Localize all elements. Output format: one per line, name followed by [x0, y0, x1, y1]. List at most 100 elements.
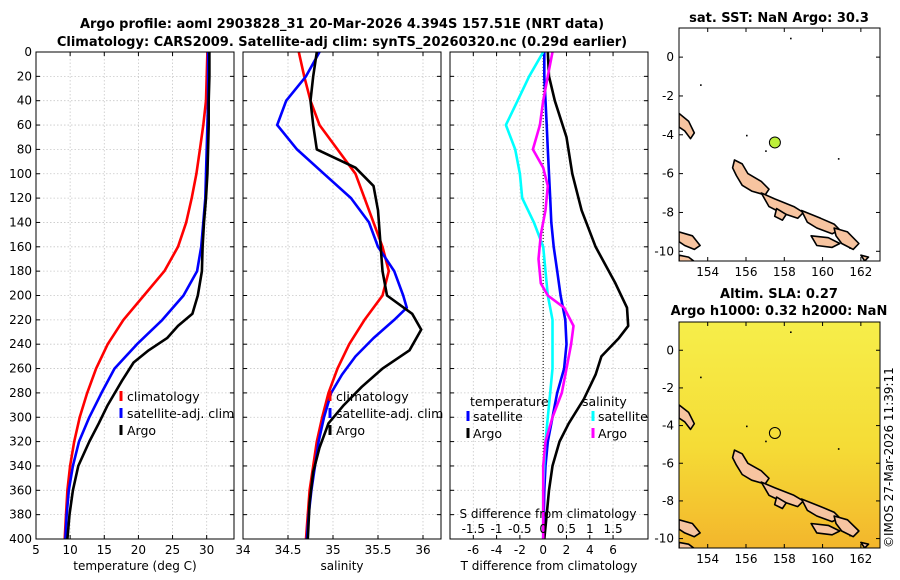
temperature-legend-label: satellite-adj. clim	[127, 406, 234, 421]
sla_map-ytick-label: -10	[654, 532, 674, 546]
sst_map-reef-dot	[790, 37, 792, 40]
salinity-frame	[242, 51, 442, 540]
temperature-legend-label: satellite	[473, 409, 523, 424]
sla_map-xtick-label: 156	[735, 552, 758, 566]
difference-series	[504, 52, 630, 539]
difference-xtick-label: 2	[563, 543, 571, 557]
sla_map-frame	[678, 321, 881, 549]
sst_map-reef-dot	[765, 150, 767, 152]
salinity-legend-label: climatology	[336, 389, 409, 404]
depth-tick-label: 400	[9, 532, 32, 546]
sla_map-ytick-label: 0	[666, 343, 674, 357]
sst_map-island	[773, 207, 788, 221]
sla-map-title-line2: Argo h1000: 0.32 h2000: NaN	[671, 304, 888, 319]
sla_map-xtick-label: 154	[696, 552, 719, 566]
difference-xtick-label: -4	[491, 543, 503, 557]
sla_map-ytick-label: -8	[662, 494, 674, 508]
sla_map-reef-dot	[849, 534, 851, 537]
salinity-legend-label: satellite	[598, 409, 648, 424]
depth-tick-label: 380	[9, 508, 32, 522]
salinity-diff-tick-label: 0.5	[557, 522, 576, 536]
salinity-diff-tick-label: -1.5	[462, 522, 485, 536]
difference-xtick-label: -6	[467, 543, 479, 557]
sst_map-frame	[678, 27, 881, 262]
difference-xtick-label: 0	[539, 543, 547, 557]
sla_map-xtick-label: 162	[849, 552, 872, 566]
temperature-line-argo	[66, 52, 211, 539]
temperature-xtick-label: 25	[165, 543, 180, 557]
sla_map-island	[833, 515, 860, 538]
sla_map-xtick-label: 160	[811, 552, 834, 566]
difference-line-argo-temperature	[543, 52, 630, 539]
temperature-line-climatology	[63, 52, 209, 539]
temperature-xtick-label: 20	[131, 543, 146, 557]
sla_map-reef-dot	[700, 376, 702, 379]
salinity-series	[275, 52, 423, 539]
depth-tick-label: 60	[17, 118, 32, 132]
depth-tick-label: 360	[9, 483, 32, 497]
sla_map-land	[679, 331, 870, 548]
figure-title-line1: Argo profile: aoml 2903828_31 20-Mar-202…	[80, 17, 604, 32]
salinity-diff-tick-label: 1	[586, 522, 594, 536]
temperature-xtick-label: 10	[62, 543, 77, 557]
sla_map-background	[679, 322, 880, 548]
temperature-xtick-label: 30	[199, 543, 214, 557]
sst-map-title: sat. SST: NaN Argo: 30.3	[689, 11, 869, 26]
sla_map-ytick-label: -4	[662, 419, 674, 433]
sst_map-ytick-label: -10	[654, 244, 674, 258]
difference-frame	[449, 51, 649, 540]
salinity-line-satellite-adj-clim	[275, 52, 409, 539]
sst_map-ytick-label: 0	[666, 50, 674, 64]
sst_map-reef-dot	[700, 84, 702, 86]
sla_map-island	[773, 496, 788, 510]
depth-tick-label: 0	[24, 45, 32, 59]
difference-xtick-label: -2	[514, 543, 526, 557]
depth-tick-label: 260	[9, 362, 32, 376]
salinity-xtick-label: 36	[415, 543, 430, 557]
sla-map-title-line1: Altim. SLA: 0.27	[720, 287, 838, 302]
temperature-series	[63, 52, 211, 539]
sst_map-float-marker	[768, 136, 781, 149]
depth-tick-label: 160	[9, 240, 32, 254]
copyright-stamp: ©IMOS 27-Mar-2026 11:39:11	[882, 367, 896, 548]
depth-tick-label: 300	[9, 410, 32, 424]
sla_map-island	[810, 522, 841, 536]
sla_map-reef-dot	[837, 448, 840, 450]
sst_map-island	[810, 235, 841, 249]
sst_map-ytick-label: -4	[662, 128, 674, 142]
temperature-legend-label: Argo	[127, 423, 156, 438]
sst_map-island	[833, 227, 860, 251]
sst_map-island	[760, 192, 805, 220]
sla_map-reef-dot	[790, 331, 792, 334]
sla_map-ytick-label: -2	[662, 381, 674, 395]
temperature-line-satellite-adj-clim	[64, 52, 210, 539]
difference-xtick-label: 6	[609, 543, 617, 557]
sst_map-island	[860, 254, 870, 261]
salinity-xtick-label: 34.5	[275, 543, 302, 557]
sst_map-ytick-label: -6	[662, 167, 674, 181]
difference-line-argo-salinity	[531, 52, 575, 539]
depth-tick-label: 340	[9, 459, 32, 473]
salinity-ticks	[242, 51, 441, 540]
temperature-legend-label: Argo	[473, 426, 502, 441]
temperature-xlabel: temperature (deg C)	[73, 559, 196, 573]
sst_map-xtick-label: 162	[849, 265, 872, 279]
salinity-grid	[242, 51, 441, 540]
salinity-diff-axis-title: S difference from climatology	[460, 507, 637, 521]
salinity-diff-tick-label: -0.5	[508, 522, 531, 536]
sst_map-ytick-label: -8	[662, 205, 674, 219]
sst_map-island	[679, 254, 696, 261]
difference-profile-chart: -6 -4 -2 0 2 4 6 T difference from climatology -…	[449, 51, 649, 573]
sla_map-reef-dot	[746, 425, 748, 428]
temperature-ticks	[35, 51, 234, 540]
sla-map: 154 156 158 160 162 0 -2 -4 -6 -8 -10	[654, 321, 881, 566]
sst_map-land	[679, 37, 870, 261]
sla_map-xtick-label: 158	[773, 552, 796, 566]
sla_map-ytick-label: -6	[662, 456, 674, 470]
sst_map-xtick-label: 160	[811, 265, 834, 279]
depth-tick-label: 320	[9, 435, 32, 449]
depth-tick-label: 200	[9, 289, 32, 303]
difference-xtick-label: 4	[586, 543, 594, 557]
sst_map-reef-dot	[746, 134, 748, 137]
